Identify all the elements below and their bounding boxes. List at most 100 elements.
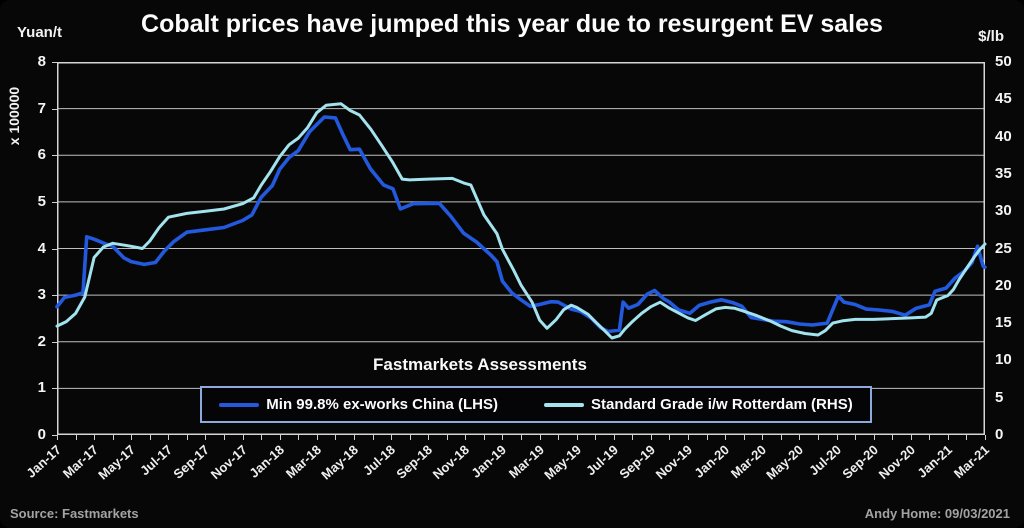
left-axis-tick (52, 248, 57, 250)
right-axis-tick-label: 30 (995, 202, 1012, 220)
legend-label-china: Min 99.8% ex-works China (LHS) (266, 396, 498, 413)
x-axis-tick (817, 435, 819, 440)
right-axis-tick-label: 45 (995, 90, 1012, 108)
x-axis-tick (539, 435, 541, 440)
right-axis-tick-label: 20 (995, 276, 1012, 294)
x-axis-tick (762, 435, 764, 440)
x-axis-tick (428, 435, 430, 440)
x-axis-tick (205, 435, 207, 440)
x-axis-tick (446, 435, 448, 440)
x-axis-tick (279, 435, 281, 440)
x-axis-tick (725, 435, 727, 440)
x-axis-tick (595, 435, 597, 440)
x-axis-tick (112, 435, 114, 440)
x-axis-tick (873, 435, 875, 440)
left-axis-tick-label: 4 (37, 239, 46, 257)
x-axis-tick (892, 435, 894, 440)
legend-item-rotterdam: Standard Grade i/w Rotterdam (RHS) (544, 396, 853, 413)
x-axis-tick (298, 435, 300, 440)
right-axis-tick-label: 25 (995, 239, 1012, 257)
right-axis-tick-label: 35 (995, 164, 1012, 182)
series-line-0 (55, 115, 987, 334)
x-axis-tick (688, 435, 690, 440)
x-axis-tick (353, 435, 355, 440)
right-axis-tick-label: 50 (995, 53, 1012, 70)
x-axis-tick (929, 435, 931, 440)
x-axis-tick (855, 435, 857, 440)
x-axis-tick (521, 435, 522, 440)
x-axis-tick (743, 435, 745, 440)
author-credit: Andy Home: 09/03/2021 (864, 506, 1010, 521)
right-axis-tick-label: 0 (995, 426, 1004, 443)
x-axis-tick (391, 435, 393, 440)
x-axis-tick (836, 435, 838, 440)
x-axis-tick (650, 435, 652, 440)
x-axis-tick (224, 435, 226, 440)
x-axis-tick (335, 435, 337, 440)
right-axis-tick-label: 10 (995, 351, 1012, 369)
x-axis-tick (94, 435, 96, 440)
x-axis-tick (966, 435, 968, 440)
x-axis-tick (131, 435, 133, 440)
series-line-1 (55, 102, 987, 340)
chart-annotation: Fastmarkets Assessments (373, 355, 587, 374)
left-axis-tick (52, 388, 57, 390)
x-axis-tick (706, 435, 708, 440)
legend-label-rotterdam: Standard Grade i/w Rotterdam (RHS) (591, 396, 853, 413)
chart-title: Cobalt prices have jumped this year due … (141, 10, 883, 38)
x-axis-tick (372, 435, 374, 440)
left-axis-tick-label: 8 (37, 53, 46, 70)
left-axis-tick-label: 1 (37, 379, 46, 397)
left-axis-tick (52, 201, 57, 203)
chart-canvas (55, 62, 987, 435)
gridlines (57, 108, 985, 389)
x-axis-tick (75, 435, 77, 440)
china-line-swatch (219, 402, 260, 407)
x-axis-tick (613, 435, 615, 440)
left-axis-tick (52, 62, 57, 63)
left-axis-unit-label: Yuan/t (17, 24, 63, 41)
source-credit: Source: Fastmarkets (10, 506, 139, 521)
x-axis-tick (186, 435, 188, 440)
x-axis-tick (57, 435, 58, 440)
left-axis-tick-label: 2 (37, 332, 46, 350)
x-axis-tick (985, 435, 986, 440)
x-axis-tick (409, 435, 411, 440)
right-axis-tick-label: 40 (995, 127, 1012, 145)
legend: Min 99.8% ex-works China (LHS) Standard … (200, 386, 872, 423)
x-axis-tick (465, 435, 467, 440)
right-axis-tick-label: 15 (995, 314, 1012, 332)
left-axis-tick-label: 5 (37, 192, 46, 210)
right-axis-tick-label: 5 (995, 388, 1004, 406)
left-axis-tick (52, 435, 57, 436)
right-axis-unit-label: $/lb (978, 28, 1004, 45)
left-axis-tick (52, 341, 57, 343)
left-axis-tick-label: 7 (37, 99, 46, 117)
left-axis-tick (52, 155, 57, 157)
left-axis-tick (52, 295, 57, 297)
left-axis-tick-label: 6 (37, 146, 46, 164)
plot-area (55, 62, 987, 435)
x-axis-tick (632, 435, 634, 440)
x-axis-tick (168, 435, 170, 440)
x-axis-tick (242, 435, 244, 440)
left-axis-tick-label: 0 (37, 426, 46, 443)
x-axis-tick (316, 435, 318, 440)
rotterdam-line-swatch (544, 402, 584, 407)
x-axis-tick (799, 435, 801, 440)
x-axis-tick (910, 435, 912, 440)
left-axis-tick-label: 3 (37, 286, 46, 304)
x-axis-tick (502, 435, 504, 440)
x-axis-tick (669, 435, 671, 440)
plot-border (57, 62, 985, 435)
x-axis-tick (780, 435, 782, 440)
legend-item-china: Min 99.8% ex-works China (LHS) (219, 396, 498, 413)
x-axis-tick (947, 435, 949, 440)
x-axis-tick (483, 435, 485, 440)
left-axis-tick (52, 108, 57, 110)
x-axis-tick (576, 435, 578, 440)
x-axis-tick (558, 435, 560, 440)
x-axis-tick (149, 435, 151, 440)
x-axis-tick (261, 435, 263, 440)
